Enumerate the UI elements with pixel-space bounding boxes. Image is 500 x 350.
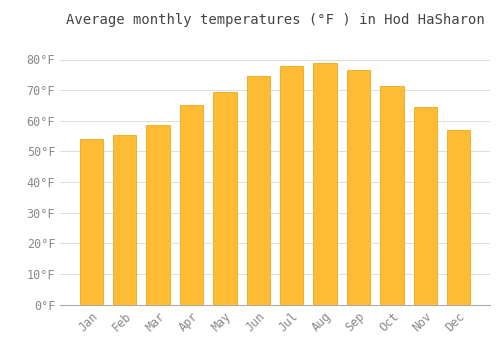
Bar xyxy=(246,76,270,304)
Bar xyxy=(314,63,337,304)
Bar xyxy=(347,70,370,304)
Bar xyxy=(180,105,203,304)
Title: Average monthly temperatures (°F ) in Hod HaSharon: Average monthly temperatures (°F ) in Ho… xyxy=(66,13,484,27)
Bar xyxy=(213,92,236,304)
Bar xyxy=(80,139,103,304)
Bar xyxy=(280,66,303,304)
Bar xyxy=(113,134,136,304)
Bar xyxy=(447,130,470,304)
Bar xyxy=(380,85,404,304)
Bar xyxy=(414,107,437,304)
Bar xyxy=(146,125,170,304)
